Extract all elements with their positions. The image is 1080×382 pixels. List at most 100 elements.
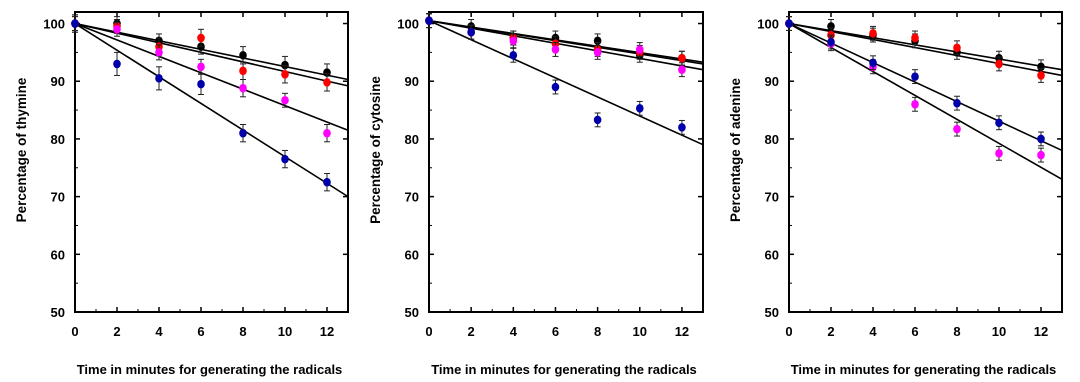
x-tick-label: 6 (197, 324, 204, 339)
x-tick-label: 8 (239, 324, 246, 339)
data-point-series-3 (678, 65, 686, 74)
data-point-series-3 (323, 128, 331, 138)
data-point-series-2 (953, 43, 961, 53)
y-tick-label: 80 (765, 132, 779, 147)
data-point-series-4 (827, 37, 835, 47)
plot-frame (428, 11, 704, 313)
data-point-series-4 (551, 82, 560, 92)
data-point-series-3 (1037, 150, 1045, 160)
data-point-series-4 (509, 50, 518, 60)
data-point-series-4 (323, 177, 331, 187)
data-point-series-3 (155, 48, 163, 57)
data-point-series-2 (869, 29, 877, 38)
y-axis-label: Percentage of cytosine (368, 76, 383, 224)
data-point-series-3 (911, 100, 919, 109)
x-tick-label: 6 (911, 324, 918, 339)
y-tick-label: 100 (43, 17, 65, 32)
data-point-series-3 (551, 45, 560, 54)
data-point-series-4 (869, 58, 877, 68)
data-point-series-3 (593, 48, 602, 57)
x-axis-label: Time in minutes for generating the radic… (431, 362, 697, 377)
data-point-series-4 (113, 59, 121, 69)
y-tick-label: 90 (405, 74, 419, 89)
fit-line-series-2 (74, 22, 349, 87)
x-tick-label: 10 (992, 324, 1006, 339)
x-tick-label: 0 (425, 324, 432, 339)
data-point-series-3 (281, 95, 289, 105)
data-point-series-4 (785, 19, 793, 28)
y-tick-label: 90 (51, 74, 65, 89)
y-tick-label: 50 (405, 305, 419, 320)
y-axis-label: Percentage of thymine (14, 77, 29, 222)
x-tick-label: 6 (552, 324, 559, 339)
data-point-series-3 (509, 36, 518, 46)
data-point-series-4 (678, 123, 686, 132)
data-point-series-2 (995, 59, 1003, 69)
y-tick-label: 50 (51, 305, 65, 320)
data-point-series-4 (953, 98, 961, 108)
x-axis-label: Time in minutes for generating the radic… (77, 362, 343, 377)
data-point-series-4 (911, 72, 919, 81)
data-point-series-4 (995, 118, 1003, 128)
x-axis-label: Time in minutes for generating the radic… (791, 362, 1057, 377)
y-tick-label: 70 (51, 190, 65, 205)
y-tick-label: 60 (51, 247, 65, 262)
x-tick-label: 8 (953, 324, 960, 339)
fit-line-series-3 (74, 22, 349, 132)
data-point-series-4 (425, 16, 433, 25)
data-point-series-4 (593, 115, 602, 125)
data-point-series-2 (281, 70, 289, 79)
plot-frame (788, 11, 1063, 313)
x-tick-label: 12 (320, 324, 334, 339)
y-tick-label: 80 (405, 132, 419, 147)
data-point-series-4 (239, 128, 247, 138)
y-tick-label: 80 (51, 132, 65, 147)
data-point-series-1 (281, 60, 289, 70)
data-point-series-3 (995, 149, 1003, 158)
data-point-series-3 (635, 45, 644, 54)
x-tick-label: 0 (785, 324, 792, 339)
x-tick-label: 8 (594, 324, 601, 339)
data-point-series-2 (1037, 71, 1045, 80)
x-tick-label: 4 (869, 324, 877, 339)
fit-line-series-2 (788, 22, 1063, 77)
data-point-series-4 (1037, 134, 1045, 144)
data-point-series-3 (239, 83, 247, 93)
fit-line-series-1 (788, 22, 1063, 71)
fit-line-series-4 (428, 19, 704, 146)
data-point-series-2 (323, 78, 331, 87)
fit-line-series-3 (428, 19, 704, 71)
data-point-series-3 (197, 62, 205, 72)
data-point-series-4 (281, 154, 289, 164)
x-tick-label: 10 (278, 324, 292, 339)
chart-panel-1: 0 2 4 6 8 10 12 50 60 70 80 90 100 Time in minutes fo… (14, 11, 349, 377)
fit-line-series-1 (74, 22, 349, 81)
data-point-series-4 (155, 74, 163, 83)
x-tick-label: 12 (1034, 324, 1048, 339)
data-point-series-1 (323, 68, 331, 77)
x-tick-label: 4 (155, 324, 163, 339)
y-tick-label: 60 (765, 247, 779, 262)
y-tick-label: 70 (405, 190, 419, 205)
x-tick-label: 0 (71, 324, 78, 339)
y-tick-label: 90 (765, 74, 779, 89)
x-tick-label: 2 (827, 324, 834, 339)
x-tick-label: 4 (510, 324, 518, 339)
data-point-series-2 (197, 33, 205, 43)
data-point-series-2 (911, 33, 919, 43)
data-point-series-3 (953, 124, 961, 134)
y-tick-label: 70 (765, 190, 779, 205)
data-point-series-1 (239, 50, 247, 60)
chart-panel-2: 0 2 4 6 8 10 12 50 60 70 80 90 100 Time in minutes fo… (368, 11, 704, 377)
fit-line-series-4 (74, 22, 349, 198)
data-point-series-3 (113, 25, 121, 34)
x-tick-label: 12 (675, 324, 689, 339)
y-tick-label: 100 (397, 17, 419, 32)
data-point-series-4 (467, 27, 475, 37)
x-tick-label: 2 (113, 324, 120, 339)
data-point-series-4 (635, 104, 644, 113)
y-tick-label: 100 (757, 17, 779, 32)
data-point-series-4 (197, 79, 205, 89)
chart-panel-3: 0 2 4 6 8 10 12 50 60 70 80 90 100 Time in minutes fo… (728, 11, 1063, 377)
